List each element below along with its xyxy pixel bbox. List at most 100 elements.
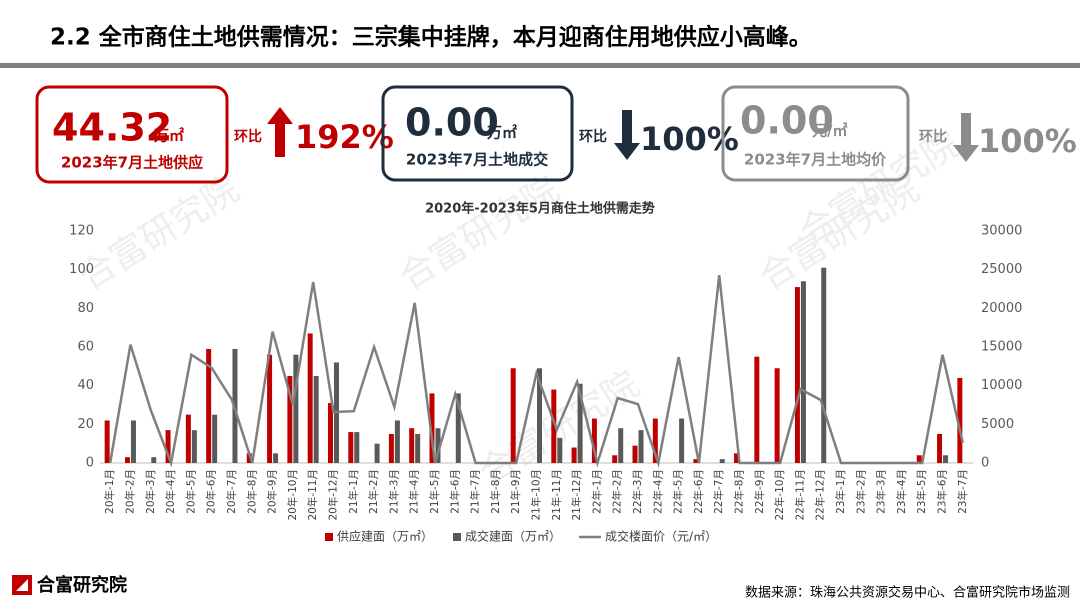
- kpi-unit: 元/㎡: [812, 122, 847, 140]
- title-rule: [0, 63, 1080, 68]
- legend-label: 成交楼面价（元/㎡）: [605, 529, 717, 544]
- y-tick-label: 0: [86, 456, 94, 471]
- bar: [327, 403, 333, 463]
- bar: [693, 459, 699, 463]
- kpi-value: 0.00: [740, 99, 834, 143]
- y2-tick-label: 20000: [981, 301, 1022, 316]
- x-tick-label: 21年-11月: [550, 469, 563, 521]
- x-tick-label: 21年-8月: [489, 469, 502, 514]
- y-tick-label: 40: [77, 378, 94, 393]
- logo-mark-cut: [16, 579, 28, 591]
- x-tick-label: 20年-5月: [184, 469, 197, 514]
- bar: [246, 453, 252, 463]
- kpi-value: 44.32: [52, 106, 172, 150]
- bar: [618, 428, 624, 463]
- bar: [104, 420, 110, 463]
- x-tick-label: 22年-11月: [793, 469, 806, 521]
- bar: [388, 434, 394, 463]
- bar: [943, 455, 949, 463]
- y-tick-label: 60: [77, 340, 94, 355]
- bar: [429, 393, 435, 463]
- bar: [821, 267, 827, 463]
- x-tick-label: 21年-7月: [469, 469, 482, 514]
- bar: [267, 354, 273, 463]
- x-tick-label: 22年-10月: [773, 469, 786, 521]
- bar: [165, 430, 171, 463]
- bar: [307, 333, 313, 463]
- bar: [151, 457, 157, 463]
- y-tick-label: 100: [69, 262, 94, 277]
- down-arrow: [614, 110, 640, 160]
- x-tick-label: 21年-2月: [367, 469, 380, 514]
- x-tick-label: 21年-6月: [448, 469, 461, 514]
- x-tick-label: 20年-7月: [225, 469, 238, 514]
- logo-text: 合富研究院: [37, 574, 127, 596]
- bar: [354, 432, 360, 463]
- bar: [652, 418, 658, 463]
- x-tick-label: 21年-5月: [428, 469, 441, 514]
- x-tick-label: 23年-4月: [895, 469, 908, 514]
- up-arrow: [267, 107, 293, 157]
- x-tick-label: 20年-2月: [123, 469, 136, 514]
- bar: [632, 445, 638, 463]
- x-tick-label: 20年-9月: [266, 469, 279, 514]
- x-tick-label: 22年-7月: [712, 469, 725, 514]
- kpi-change-label: 环比: [919, 128, 947, 145]
- x-tick-label: 23年-3月: [875, 469, 888, 514]
- bar: [754, 356, 760, 463]
- x-tick-label: 20年-8月: [245, 469, 258, 514]
- bar: [206, 348, 212, 463]
- bar: [577, 383, 583, 463]
- legend-label: 供应建面（万㎡）: [337, 529, 433, 544]
- kpi-card: [35, 85, 229, 184]
- legend-swatch: [325, 533, 333, 541]
- x-tick-label: 21年-1月: [347, 469, 360, 514]
- x-tick-label: 21年-3月: [387, 469, 400, 514]
- legend-swatch: [453, 533, 462, 541]
- x-tick-label: 22年-6月: [692, 469, 705, 514]
- bar: [794, 287, 800, 463]
- bar: [591, 418, 597, 463]
- x-tick-label: 20年-1月: [103, 469, 116, 514]
- watermark: 合富研究院: [72, 169, 246, 299]
- x-tick-label: 23年-5月: [915, 469, 928, 514]
- bar: [537, 368, 542, 463]
- chart-title: 2020年-2023年5月商住土地供需走势: [425, 201, 655, 217]
- kpi-label: 2023年7月土地供应: [61, 154, 203, 172]
- x-tick-label: 22年-2月: [611, 469, 624, 514]
- y2-tick-label: 10000: [981, 378, 1022, 393]
- line: [108, 274, 965, 468]
- bar: [719, 459, 725, 463]
- x-tick-label: 20年-3月: [144, 469, 157, 514]
- y-tick-label: 20: [77, 417, 94, 432]
- kpi-value: 0.00: [405, 101, 499, 145]
- y2-tick-label: 30000: [981, 224, 1022, 239]
- y2-tick-label: 5000: [981, 417, 1014, 432]
- bar: [679, 418, 685, 463]
- x-tick-label: 20年-11月: [306, 469, 319, 521]
- legend-label: 成交建面（万㎡）: [465, 529, 561, 544]
- x-tick-label: 20年-12月: [326, 469, 339, 521]
- x-tick-label: 23年-1月: [834, 469, 847, 514]
- bar: [800, 281, 806, 463]
- bar: [130, 420, 136, 463]
- bar: [212, 414, 218, 463]
- bar: [774, 368, 780, 463]
- x-tick-label: 21年-9月: [509, 469, 522, 514]
- kpi-change: 100%: [978, 122, 1077, 160]
- x-tick-label: 23年-6月: [936, 469, 949, 514]
- kpi-change: 192%: [295, 118, 394, 156]
- down-arrow: [953, 113, 979, 162]
- bar: [409, 428, 415, 463]
- kpi-change-label: 环比: [234, 128, 262, 145]
- kpi-unit: 万㎡: [153, 127, 184, 145]
- bar: [571, 447, 577, 463]
- bar: [313, 376, 319, 463]
- x-tick-label: 23年-2月: [854, 469, 867, 514]
- x-tick-label: 22年-1月: [590, 469, 603, 514]
- y2-tick-label: 15000: [981, 340, 1022, 355]
- bar: [957, 377, 963, 463]
- bar: [374, 443, 380, 463]
- x-tick-label: 22年-4月: [651, 469, 664, 514]
